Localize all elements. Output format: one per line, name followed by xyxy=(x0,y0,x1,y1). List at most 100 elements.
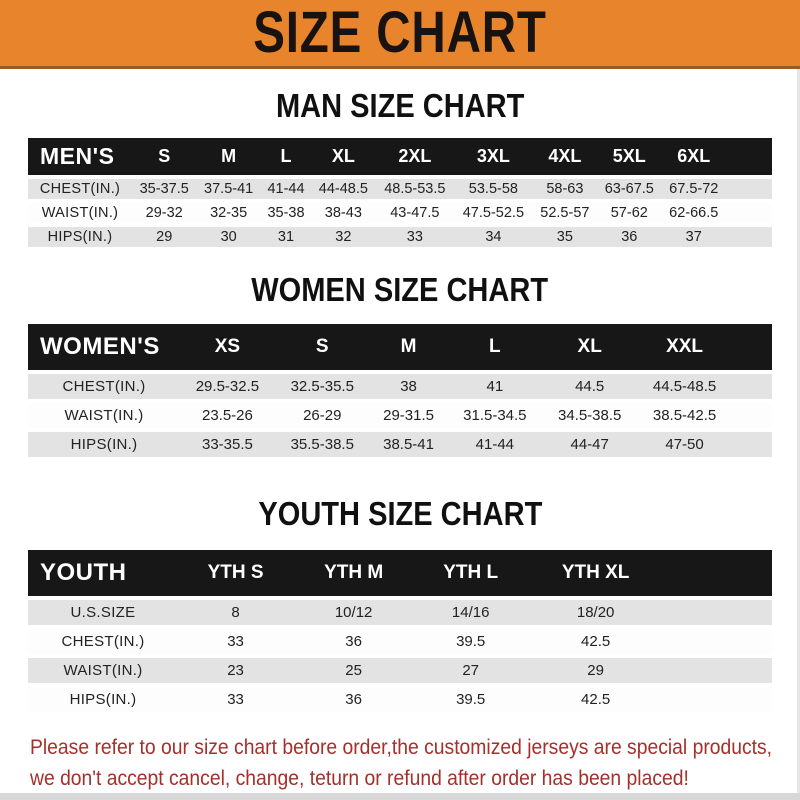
size-column-header: 2XL xyxy=(398,146,432,166)
size-value-cell: 47.5-52.5 xyxy=(462,205,525,221)
size-value-cell: 52.5-57 xyxy=(540,205,590,221)
size-column-header: 3XL xyxy=(476,146,510,166)
measurement-row: WAIST(IN.) 29-32 32-35 35-38 38-43 43-47.5 47.… xyxy=(28,203,772,223)
men-table-body: CHEST(IN.) 35-37.5 37.5-41 41-44 44-48.5 48.5… xyxy=(28,179,772,247)
size-value-cell: 41 xyxy=(486,378,504,395)
size-value-cell: 8 xyxy=(231,604,240,621)
youth-table-head: YOUTH YTH S YTH M YTH L YTH XL xyxy=(28,550,772,596)
size-value-cell: 33 xyxy=(406,229,423,245)
size-value-cell: 58-63 xyxy=(546,181,584,197)
size-value-cell: 10/12 xyxy=(334,604,373,621)
size-value-cell: 34 xyxy=(485,229,502,245)
women-table-title-cell: WOMEN'S xyxy=(40,333,160,360)
spacer-cell xyxy=(664,550,772,596)
size-column-header: XL xyxy=(577,336,602,357)
size-value-cell: 18/20 xyxy=(576,604,615,621)
photo-edge-right xyxy=(797,69,800,793)
size-value-cell: 30 xyxy=(220,229,237,245)
spacer-cell xyxy=(732,432,772,457)
size-value-cell: 31 xyxy=(277,229,295,245)
men-size-table: MEN'S S M L XL 2XL 3XL 4XL 5XL 6XL CHEST(IN.) 35-37… xyxy=(28,134,772,251)
size-value-cell: 36 xyxy=(345,633,362,650)
row-label: HIPS(IN.) xyxy=(70,436,138,453)
measurement-row: U.S.SIZE 8 10/12 14/16 18/20 xyxy=(28,600,772,625)
youth-table-title-cell: YOUTH xyxy=(40,559,127,586)
men-table-head: MEN'S S M L XL 2XL 3XL 4XL 5XL 6XL xyxy=(28,138,772,175)
women-size-table: WOMEN'S XS S M L XL XXL CHEST(IN.) 29.5-32.5 32.5… xyxy=(28,320,772,461)
row-label: CHEST(IN.) xyxy=(61,633,145,650)
size-value-cell: 37.5-41 xyxy=(204,181,254,197)
row-label: HIPS(IN.) xyxy=(47,229,113,245)
row-label: WAIST(IN.) xyxy=(64,407,144,424)
size-header-row: MEN'S S M L XL 2XL 3XL 4XL 5XL 6XL xyxy=(28,138,772,175)
size-value-cell: 29-32 xyxy=(145,205,183,221)
spacer-cell xyxy=(732,374,772,399)
size-value-cell: 41-44 xyxy=(267,181,305,197)
size-value-cell: 36 xyxy=(345,691,362,708)
measurement-row: CHEST(IN.) 33 36 39.5 42.5 xyxy=(28,629,772,654)
measurement-row: HIPS(IN.) 33-35.5 35.5-38.5 38.5-41 41-44 44-… xyxy=(28,432,772,457)
row-label: CHEST(IN.) xyxy=(62,378,146,395)
youth-size-table-container: YOUTH YTH S YTH M YTH L YTH XL U.S.SIZE 8 10/12… xyxy=(28,546,772,716)
size-value-cell: 38 xyxy=(400,378,417,395)
size-column-header: YTH L xyxy=(443,562,499,583)
size-value-cell: 27 xyxy=(462,662,480,679)
size-value-cell: 67.5-72 xyxy=(669,181,719,197)
disclaimer-text: Please refer to our size chart before or… xyxy=(30,732,800,794)
size-column-header: 6XL xyxy=(677,146,711,166)
size-value-cell: 26-29 xyxy=(303,407,342,424)
disclaimer-line-1: Please refer to our size chart before or… xyxy=(30,736,773,759)
measurement-row: CHEST(IN.) 35-37.5 37.5-41 41-44 44-48.5 48.5… xyxy=(28,179,772,199)
size-value-cell: 35 xyxy=(556,229,573,245)
spacer-cell xyxy=(732,324,772,370)
size-column-header: L xyxy=(489,336,501,357)
row-label: U.S.SIZE xyxy=(70,604,136,621)
women-section-heading: WOMEN SIZE CHART xyxy=(251,271,549,308)
size-value-cell: 39.5 xyxy=(456,633,486,650)
measurement-row: HIPS(IN.) 33 36 39.5 42.5 xyxy=(28,687,772,712)
photo-edge-bottom xyxy=(0,793,800,800)
size-value-cell: 42.5 xyxy=(581,633,611,650)
youth-size-table: YOUTH YTH S YTH M YTH L YTH XL U.S.SIZE 8 10/12… xyxy=(28,546,772,716)
size-value-cell: 35-37.5 xyxy=(139,181,189,197)
size-value-cell: 38.5-42.5 xyxy=(652,407,717,424)
spacer-cell xyxy=(732,403,772,428)
size-value-cell: 38-43 xyxy=(324,205,362,221)
measurement-row: WAIST(IN.) 23.5-26 26-29 29-31.5 31.5-34.5 34… xyxy=(28,403,772,428)
size-value-cell: 44-47 xyxy=(570,436,609,453)
size-column-header: S xyxy=(315,336,329,357)
man-size-table-container: MEN'S S M L XL 2XL 3XL 4XL 5XL 6XL CHEST(IN.) 35-37… xyxy=(28,134,772,251)
size-value-cell: 29 xyxy=(587,662,604,679)
size-column-header: M xyxy=(221,146,237,166)
spacer-cell xyxy=(664,600,772,625)
size-column-header: 4XL xyxy=(548,146,582,166)
youth-section-heading: YOUTH SIZE CHART xyxy=(258,495,542,532)
size-header-row: YOUTH YTH S YTH M YTH L YTH XL xyxy=(28,550,772,596)
measurement-row: WAIST(IN.) 23 25 27 29 xyxy=(28,658,772,683)
row-label: WAIST(IN.) xyxy=(63,662,143,679)
size-value-cell: 35-38 xyxy=(267,205,305,221)
measurement-row: HIPS(IN.) 29 30 31 32 33 34 35 36 37 xyxy=(28,227,772,247)
size-column-header: L xyxy=(280,146,292,166)
size-value-cell: 41-44 xyxy=(475,436,515,453)
spacer-cell xyxy=(664,687,772,712)
size-value-cell: 48.5-53.5 xyxy=(384,181,446,197)
size-value-cell: 62-66.5 xyxy=(669,205,719,221)
women-table-body: CHEST(IN.) 29.5-32.5 32.5-35.5 38 41 44.5 44.5… xyxy=(28,374,772,457)
size-column-header: XXL xyxy=(666,336,704,357)
size-value-cell: 43-47.5 xyxy=(390,205,440,221)
size-value-cell: 29.5-32.5 xyxy=(195,378,260,395)
size-value-cell: 29 xyxy=(156,229,173,245)
spacer-cell xyxy=(726,203,772,223)
men-table-title-cell: MEN'S xyxy=(40,143,115,169)
size-value-cell: 32-35 xyxy=(210,205,248,221)
size-value-cell: 33 xyxy=(227,633,244,650)
size-chart-banner: SIZE CHART xyxy=(0,0,800,69)
women-size-table-container: WOMEN'S XS S M L XL XXL CHEST(IN.) 29.5-32.5 32.5… xyxy=(28,320,772,461)
size-value-cell: 34.5-38.5 xyxy=(557,407,622,424)
size-value-cell: 23 xyxy=(227,662,244,679)
measurement-row: CHEST(IN.) 29.5-32.5 32.5-35.5 38 41 44.5 44.5… xyxy=(28,374,772,399)
size-value-cell: 33 xyxy=(227,691,244,708)
size-column-header: M xyxy=(400,336,417,357)
spacer-cell xyxy=(726,227,772,247)
